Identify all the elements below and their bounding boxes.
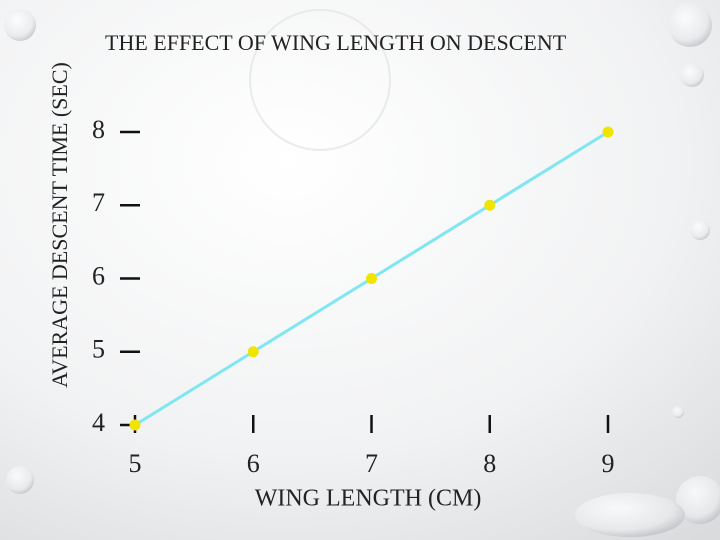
x-tick-label: 6 — [247, 449, 260, 478]
droplets — [4, 3, 720, 537]
data-point — [129, 419, 141, 431]
data-point — [366, 273, 377, 284]
y-tick-label: 6 — [92, 261, 105, 290]
x-tick-label: 5 — [129, 449, 142, 478]
y-axis-label: AVERAGE DESCENT TIME (SEC) — [47, 62, 72, 388]
data-point — [247, 346, 259, 358]
x-tick-label: 9 — [602, 449, 615, 478]
y-tick-label: 4 — [92, 408, 105, 437]
y-tick-label: 5 — [92, 335, 105, 364]
data-point — [602, 126, 614, 138]
x-tick-label: 7 — [365, 449, 378, 478]
y-tick-label: 7 — [92, 188, 105, 217]
x-tick-label: 8 — [483, 449, 496, 478]
y-tick-label: 8 — [92, 115, 105, 144]
x-axis-label: WING LENGTH (CM) — [255, 486, 482, 512]
data-point — [484, 199, 496, 211]
chart-title: THE EFFECT OF WING LENGTH ON DESCENT — [105, 30, 567, 55]
